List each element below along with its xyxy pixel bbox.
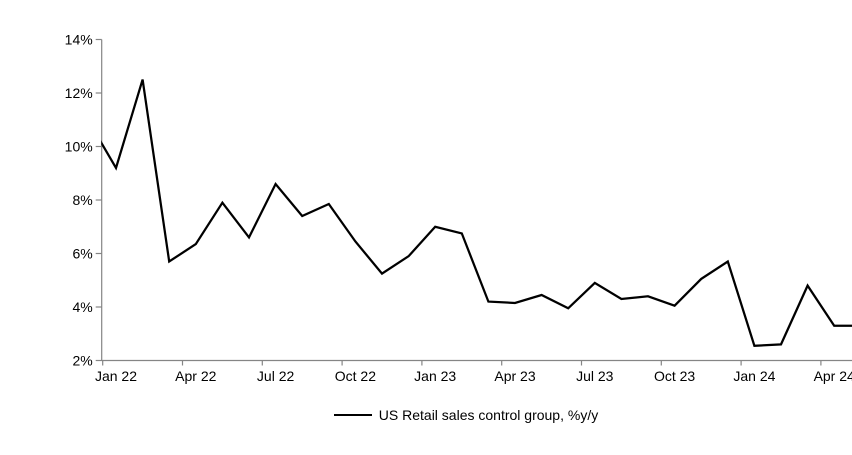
x-tick-label: Apr 24	[814, 368, 852, 384]
x-tick-label: Oct 23	[654, 368, 695, 384]
series-line	[101, 79, 852, 347]
x-tick-label: Jul 23	[576, 368, 614, 384]
retail-sales-line-chart: 2% 4% 6% 8% 10% 12% 14% Jan 22 Apr 22 Jul 22 Oct 2…	[40, 16, 852, 439]
y-tick-label: 2%	[72, 353, 92, 369]
x-tick-label: Jul 22	[257, 368, 295, 384]
y-tick-label: 10%	[65, 139, 93, 155]
y-tick-label: 6%	[72, 246, 92, 262]
x-tick-label: Oct 22	[335, 368, 376, 384]
y-tick-label: 4%	[72, 299, 92, 315]
x-tick-label: Apr 23	[494, 368, 535, 384]
legend: US Retail sales control group, %y/y	[40, 405, 852, 425]
x-tick-label: Jan 23	[414, 368, 456, 384]
y-tick-label: 14%	[65, 32, 93, 48]
y-tick-label: 12%	[65, 85, 93, 101]
chart-canvas: 2% 4% 6% 8% 10% 12% 14% Jan 22 Apr 22 Jul 22 Oct 2…	[65, 32, 852, 384]
x-tick-label: Jan 22	[95, 368, 137, 384]
x-tick-label: Jan 24	[733, 368, 775, 384]
x-tick-label: Apr 22	[175, 368, 216, 384]
legend-label: US Retail sales control group, %y/y	[378, 407, 599, 423]
y-tick-label: 8%	[72, 192, 92, 208]
legend-line-marker	[333, 414, 372, 416]
